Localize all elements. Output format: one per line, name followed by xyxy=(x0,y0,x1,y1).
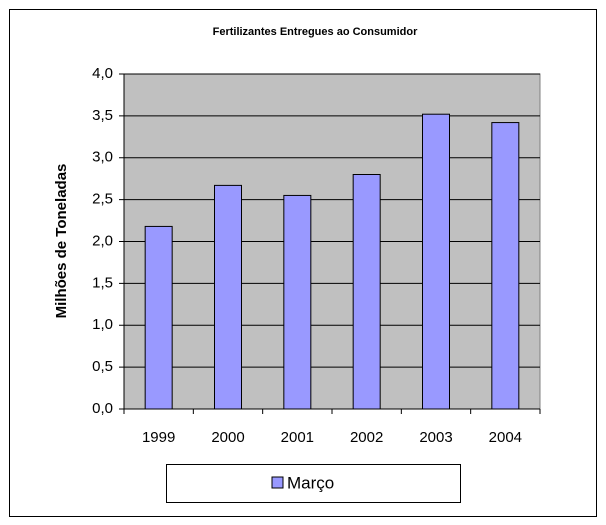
bar xyxy=(352,174,381,410)
legend-label: Março xyxy=(287,473,334,492)
bar xyxy=(422,113,450,410)
y-tick-label: 3,0 xyxy=(92,149,113,166)
x-tick-label: 2003 xyxy=(419,429,452,446)
x-tick-label: 1999 xyxy=(142,429,175,446)
legend-box xyxy=(166,464,461,503)
y-tick-label: 1,0 xyxy=(92,316,113,333)
y-tick-label: 2,0 xyxy=(92,232,113,249)
y-tick-label: 2,5 xyxy=(92,191,113,208)
bar xyxy=(214,184,242,410)
y-tick-label: 1,5 xyxy=(92,274,113,291)
x-tick-label: 2002 xyxy=(350,429,383,446)
bar xyxy=(491,122,520,410)
bar xyxy=(283,194,312,410)
y-axis-label: Milhões de Toneladas xyxy=(53,164,70,319)
y-tick-label: 3,5 xyxy=(92,107,113,124)
legend-swatch xyxy=(271,476,284,489)
x-tick-label: 2004 xyxy=(489,429,522,446)
y-tick-label: 4,0 xyxy=(92,65,113,82)
y-tick-label: 0,5 xyxy=(92,358,113,375)
chart-title: Fertilizantes Entregues ao Consumidor xyxy=(213,26,418,38)
y-tick-label: 0,0 xyxy=(92,400,113,417)
x-tick-label: 2000 xyxy=(211,429,244,446)
bar xyxy=(144,225,173,410)
x-tick-label: 2001 xyxy=(281,429,314,446)
